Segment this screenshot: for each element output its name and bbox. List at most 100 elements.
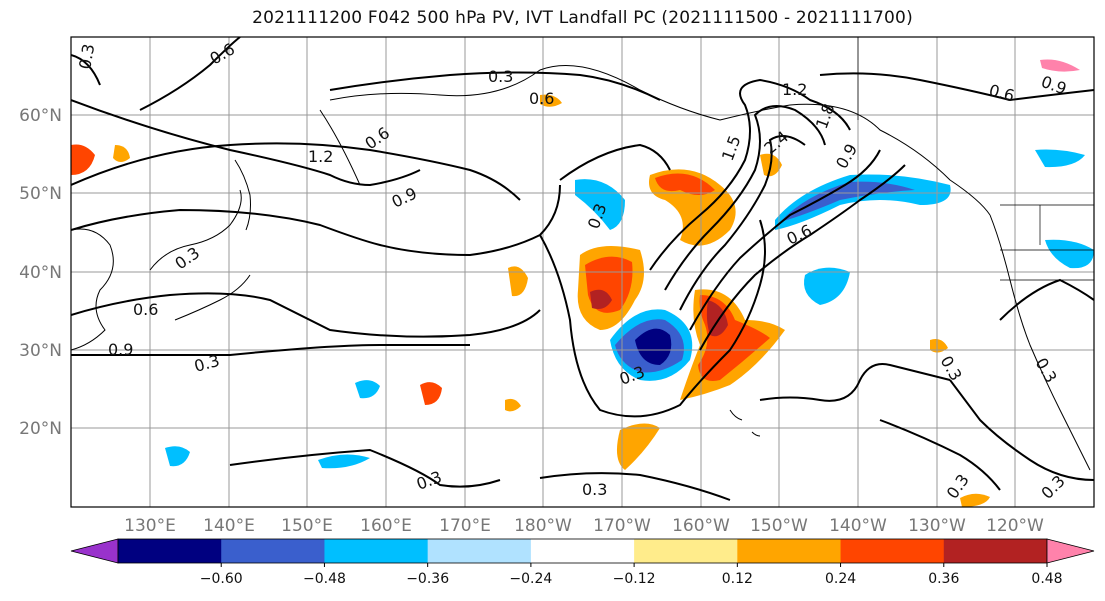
positive-anomaly-area [960,493,990,507]
positive-anomaly-area [930,339,948,353]
alaska-coastline [329,65,991,216]
pv-contour-line [689,149,881,331]
colorbar-segment [324,539,429,563]
west-coast-us [989,214,1091,471]
contour-label: 1.2 [308,147,333,166]
pv-contours [71,37,1094,501]
positive-anomaly-area [655,173,715,195]
latitude-label: 30°N [19,341,62,361]
latitude-label: 50°N [19,184,62,204]
pv-contour-line [699,164,906,351]
pv-contour-line [539,472,731,501]
pv-contour-line [679,135,806,311]
latitude-label: 60°N [19,106,62,126]
positive-anomaly-area [505,398,521,412]
longitude-label: 150°W [750,516,808,536]
pv-contour-line [664,105,826,291]
colorbar: −0.60 −0.48 −0.36 −0.24 −0.12 0.12 0.24 0.36 0.4… [70,538,1095,587]
negative-anomaly-area [355,380,380,399]
negative-anomaly-area [804,267,850,305]
negative-anomaly-area [318,454,370,469]
colorbar-segment [840,539,945,563]
colorbar-tick-label: −0.24 [509,571,552,587]
colorbar-segment [737,539,842,563]
kuril-coastline [234,109,361,231]
map-frame [70,36,1095,508]
colorbar-segment [530,539,635,563]
negative-anomaly-area [165,446,190,467]
longitude-label: 160°W [672,516,730,536]
colorbar-segment [634,539,738,563]
longitude-label: 180°W [514,516,572,536]
latitude-label: 40°N [19,263,62,283]
contour-label: 0.3 [488,67,513,86]
positive-anomaly-area [508,266,528,297]
latitude-labels: 60°N 50°N 40°N 30°N 20°N [19,106,62,439]
pv-contour-line [329,71,661,101]
longitude-label: 150°E [281,516,333,536]
longitude-label: 170°E [439,516,491,536]
negative-anomaly-area [780,181,915,222]
colorbar-extend-high [1046,538,1095,564]
pv-contour-line [949,379,1094,481]
pv-contour-line [71,99,421,187]
colorbar-segments [117,538,1048,564]
hawaii-islands [729,409,761,437]
contour-label: 0.9 [108,340,133,359]
pv-contour-line [71,184,561,257]
pv-contour-line [71,343,470,357]
pv-contour-line [879,419,1001,491]
strong-positive-anomaly [590,289,612,309]
negative-anomaly-area [1045,239,1094,269]
contour-label: 0.3 [582,480,607,499]
colorbar-segment [427,539,532,563]
pv-contour-line [229,448,501,488]
pv-contour-line [649,78,851,271]
longitude-label: 140°W [829,516,887,536]
contour-label: 0.6 [133,300,158,319]
positive-anomaly-area [540,94,562,107]
latitude-label: 20°N [19,419,62,439]
pv-contour-line [71,292,541,338]
colorbar-tick-label: −0.60 [200,571,243,587]
colorbar-tick-label: 0.36 [928,571,959,587]
positive-anomaly-area [113,145,130,162]
pv-contour-line [559,143,671,181]
positive-anomaly-area [1040,59,1080,72]
longitude-label: 140°E [203,516,255,536]
pv-contour-line [71,54,101,86]
pv-contour-line [139,37,241,111]
pv-contour-line [71,142,521,201]
colorbar-segment [943,539,1048,563]
longitude-label: 130°W [908,516,966,536]
longitude-label: 170°W [593,516,651,536]
longitude-label: 130°E [124,516,176,536]
colorbar-tick-label: 0.48 [1031,571,1062,587]
colorbar-tick-label: 0.24 [825,571,856,587]
colorbar-segment [118,539,222,563]
asia-coastline [71,228,114,351]
graticule [71,37,1094,507]
pv-contour-line [999,278,1094,321]
colorbar-extend-low [70,538,119,564]
strong-positive-anomaly [706,300,728,337]
contour-label: 0.3 [75,42,98,70]
longitude-label: 160°E [360,516,412,536]
negative-anomaly-area [575,179,625,230]
longitude-labels: 130°E 140°E 150°E 160°E 170°E 180°W 170°… [124,516,1044,536]
state-borders [857,37,1094,281]
pv-contour-line [539,219,766,418]
pv-contour-line [819,72,1094,102]
figure-title: 2021111200 F042 500 hPa PV, IVT Landfall… [252,8,913,28]
colorbar-segment [221,539,325,563]
positive-anomaly-area [420,382,442,405]
colorbar-tick-label: 0.12 [722,571,753,587]
colorbar-tick-label: −0.48 [303,571,346,587]
japan-coastline [149,189,251,321]
colorbar-tick-labels: −0.60 −0.48 −0.36 −0.24 −0.12 0.12 0.24 0.36 0.4… [200,563,1063,587]
longitude-label: 120°W [986,516,1044,536]
contour-label: 1.2 [782,80,807,99]
coastlines [71,37,1094,471]
colorbar-tick-label: −0.12 [613,571,656,587]
